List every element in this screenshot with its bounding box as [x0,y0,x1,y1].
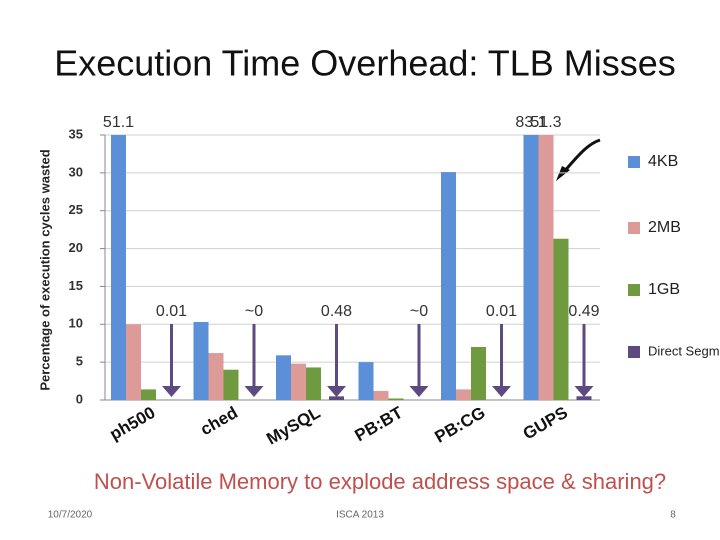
plot-area [111,135,592,401]
bar [276,355,291,400]
bar [126,324,141,400]
x-tick-label: ched [197,403,241,439]
pointer-arrowhead [244,386,264,397]
y-tick-label: 15 [69,278,83,293]
bar [329,396,344,400]
bar [456,389,471,400]
value-label: 51.1 [103,114,134,131]
value-label: 83.1 [515,114,546,131]
bar [208,353,224,400]
pointer-arrowhead [162,386,181,397]
value-label: 0.01 [486,303,517,320]
y-tick-label: 20 [69,240,83,255]
bar [441,172,456,400]
y-tick-label: 5 [76,354,83,369]
pointer-arrowhead [574,386,594,397]
legend-swatch [628,346,640,358]
bar [373,390,389,400]
y-tick-label: 30 [69,164,83,179]
bar [388,398,404,400]
footer-date: 10/7/2020 [48,510,93,521]
bar [306,367,321,400]
pointer-arrowhead [492,386,511,397]
x-tick-label: GUPS [520,403,571,444]
slide-title: Execution Time Overhead: TLB Misses [54,43,676,84]
bar [538,135,554,400]
legend-swatch [628,156,640,168]
bar [471,347,486,400]
y-axis-label: Percentage of execution cycles wasted [37,149,52,390]
value-label: 51.3 [530,114,561,131]
y-tick-label: 25 [69,202,83,217]
footer-venue: ISCA 2013 [336,510,384,521]
value-label: 0.01 [156,303,187,320]
bar [141,389,156,400]
legend-label: Direct Segment [648,343,720,358]
bar [523,135,539,401]
callout-arrowhead [556,166,570,181]
value-label: 0.49 [568,303,599,320]
x-tick-label: ph500 [106,403,158,444]
x-tick-label: MySQL [263,403,323,449]
legend-label: 1GB [648,281,680,298]
bar [358,362,374,400]
caption: Non-Volatile Memory to explode address s… [94,469,666,494]
legend-swatch [628,222,640,234]
bar [193,322,209,400]
pointer-arrowhead [327,386,346,397]
bar [223,369,239,400]
x-tick-label: PB:CG [432,403,489,447]
legend-label: 4KB [648,153,678,170]
y-tick-label: 35 [69,126,83,141]
legend-label: 2MB [648,219,681,236]
legend-swatch [628,284,640,296]
bar [291,363,306,400]
y-tick-label: 10 [69,316,83,331]
bar [553,238,569,400]
bar [111,135,126,400]
page-number: 8 [670,510,676,521]
x-tick-label: PB:BT [351,403,406,446]
value-label: ~0 [245,303,263,320]
value-label: ~0 [410,303,428,320]
bar [576,396,592,400]
value-label: 0.48 [321,303,352,320]
pointer-arrowhead [409,386,429,397]
y-tick-label: 0 [76,391,83,406]
